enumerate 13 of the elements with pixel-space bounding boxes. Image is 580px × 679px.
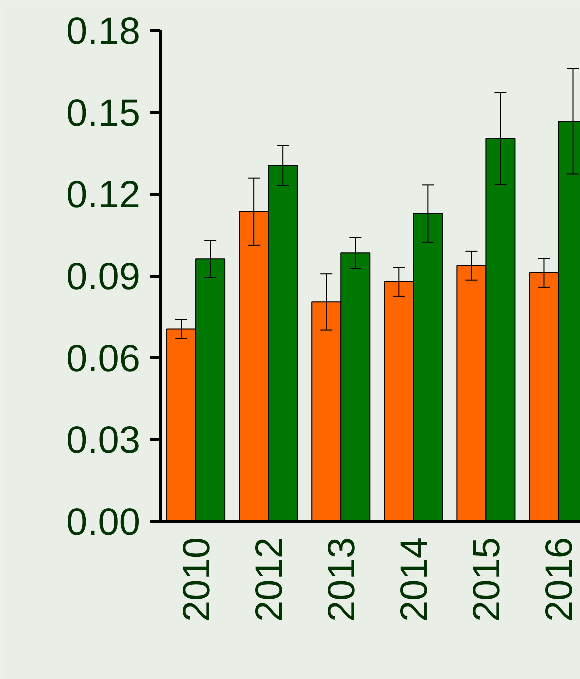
y-tick-label: 0.18 (66, 11, 141, 53)
y-tick-label: 0.12 (66, 174, 141, 217)
y-tick-label: 0.06 (66, 338, 141, 380)
x-tick-label: 2016 (539, 537, 580, 622)
x-tick-label: 2014 (394, 537, 436, 622)
x-tick-label: 2013 (322, 537, 364, 622)
y-tick-label: 0.00 (66, 502, 141, 544)
y-tick-label: 0.09 (66, 256, 141, 298)
x-tick-label: 2012 (249, 537, 292, 622)
x-tick-label: 2010 (176, 537, 219, 622)
y-tick-label: 0.03 (66, 420, 141, 462)
x-tick-label: 2015 (466, 537, 509, 622)
y-tick-label: 0.15 (66, 92, 141, 135)
